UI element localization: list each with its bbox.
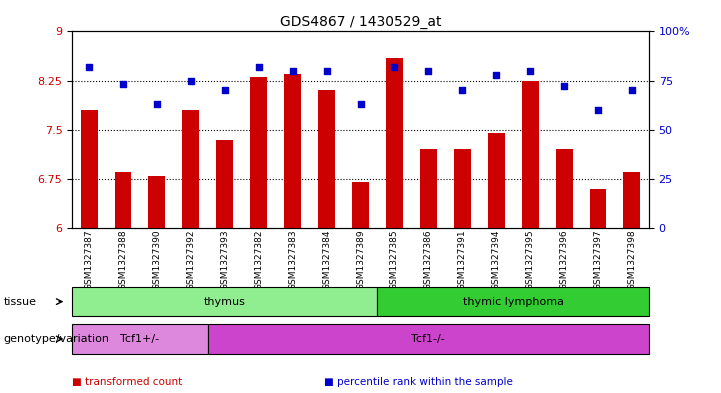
Point [626, 87, 637, 94]
Text: Tcf1+/-: Tcf1+/- [120, 334, 159, 344]
Point [592, 107, 603, 113]
Point [118, 81, 129, 88]
Bar [318, 90, 335, 228]
Bar [522, 81, 539, 228]
Bar [250, 77, 267, 228]
Bar [115, 172, 131, 228]
Point [84, 64, 95, 70]
Bar [556, 149, 572, 228]
Bar [182, 110, 199, 228]
Point [389, 64, 400, 70]
Point [151, 101, 163, 107]
Point [355, 101, 366, 107]
Bar [81, 110, 97, 228]
Bar [284, 74, 301, 228]
Point [321, 68, 332, 74]
Point [287, 68, 298, 74]
Text: Tcf1-/-: Tcf1-/- [412, 334, 446, 344]
Text: genotype/variation: genotype/variation [4, 334, 110, 344]
Point [423, 68, 434, 74]
Bar [420, 149, 437, 228]
Point [185, 77, 197, 84]
Point [219, 87, 231, 94]
Bar [216, 140, 234, 228]
Point [253, 64, 265, 70]
Bar [149, 176, 165, 228]
Text: thymic lymphoma: thymic lymphoma [463, 297, 564, 307]
Bar [386, 58, 403, 228]
Bar [590, 189, 606, 228]
Text: ■ percentile rank within the sample: ■ percentile rank within the sample [324, 377, 513, 387]
Bar [454, 149, 471, 228]
Point [456, 87, 468, 94]
Text: ■ transformed count: ■ transformed count [72, 377, 182, 387]
Text: tissue: tissue [4, 297, 37, 307]
Point [558, 83, 570, 90]
Bar [624, 172, 640, 228]
Bar [352, 182, 369, 228]
Point [524, 68, 536, 74]
Bar [487, 133, 505, 228]
Text: thymus: thymus [204, 297, 246, 307]
Point [490, 72, 502, 78]
Title: GDS4867 / 1430529_at: GDS4867 / 1430529_at [280, 15, 441, 29]
